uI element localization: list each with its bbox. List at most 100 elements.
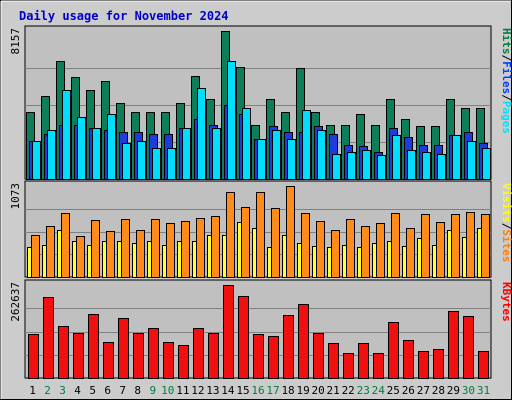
bar-kbytes-day-25 — [388, 322, 399, 379]
x-tick-label: 29 — [447, 384, 460, 397]
bar-sites-day-2 — [46, 226, 55, 278]
x-tick-label: 8 — [134, 384, 141, 397]
bar-sites-day-22 — [346, 219, 355, 278]
bar-kbytes-day-2 — [43, 297, 54, 379]
x-tick-label: 17 — [266, 384, 279, 397]
x-tick-label: 7 — [119, 384, 126, 397]
bar-kbytes-day-23 — [358, 343, 369, 379]
bar-pages-day-26 — [407, 150, 416, 180]
x-tick-label: 6 — [104, 384, 111, 397]
x-tick-label: 25 — [387, 384, 400, 397]
bar-kbytes-day-6 — [103, 342, 114, 379]
x-tick-label: 21 — [327, 384, 340, 397]
bar-pages-day-16 — [257, 139, 266, 180]
bar-pages-day-14 — [227, 61, 236, 180]
bar-pages-day-21 — [332, 154, 341, 180]
bar-pages-day-13 — [212, 128, 221, 180]
y-max-label: 8157 — [9, 28, 22, 55]
bar-sites-day-5 — [91, 220, 100, 278]
bar-sites-day-1 — [31, 235, 40, 278]
x-tick-label: 13 — [206, 384, 219, 397]
x-tick-label: 15 — [236, 384, 249, 397]
bar-pages-day-7 — [122, 143, 131, 180]
bar-kbytes-day-13 — [208, 333, 219, 379]
bar-sites-day-24 — [376, 223, 385, 278]
bar-kbytes-day-15 — [238, 296, 249, 379]
bar-kbytes-day-28 — [433, 349, 444, 379]
bar-kbytes-day-20 — [313, 333, 324, 379]
x-tick-label: 2 — [44, 384, 51, 397]
x-tick-label: 12 — [191, 384, 204, 397]
bar-pages-day-24 — [377, 155, 386, 180]
x-tick-label: 26 — [402, 384, 415, 397]
bar-pages-day-23 — [362, 150, 371, 180]
bar-pages-day-25 — [392, 135, 401, 180]
x-tick-label: 28 — [432, 384, 445, 397]
bar-sites-day-11 — [181, 221, 190, 278]
x-tick-label: 18 — [281, 384, 294, 397]
x-tick-label: 3 — [59, 384, 66, 397]
bar-sites-day-28 — [436, 222, 445, 278]
x-tick-label: 11 — [176, 384, 189, 397]
bar-kbytes-day-26 — [403, 340, 414, 379]
x-tick-label: 14 — [221, 384, 235, 397]
x-tick-label: 16 — [251, 384, 264, 397]
bar-kbytes-day-21 — [328, 343, 339, 379]
bar-pages-day-11 — [182, 128, 191, 180]
bar-pages-day-17 — [272, 130, 281, 180]
bar-kbytes-day-4 — [73, 333, 84, 379]
bar-pages-day-4 — [77, 117, 86, 180]
x-tick-label: 19 — [296, 384, 309, 397]
bar-sites-day-9 — [151, 219, 160, 278]
bar-pages-day-5 — [92, 128, 101, 180]
legend-separator: / — [500, 55, 512, 62]
bar-kbytes-day-10 — [163, 342, 174, 379]
bar-pages-day-8 — [137, 141, 146, 180]
bar-sites-day-16 — [256, 192, 265, 278]
x-tick-label: 1 — [29, 384, 36, 397]
bar-sites-day-3 — [61, 213, 70, 278]
bar-kbytes-day-29 — [448, 311, 459, 379]
bar-kbytes-day-30 — [463, 316, 474, 379]
bar-pages-day-9 — [152, 148, 161, 180]
bar-kbytes-day-11 — [178, 345, 189, 379]
bar-pages-day-6 — [107, 114, 116, 180]
legend-entry-files: Files — [500, 61, 512, 94]
bar-pages-day-27 — [422, 152, 431, 180]
bar-kbytes-day-22 — [343, 353, 354, 379]
bar-pages-day-15 — [242, 108, 251, 180]
bar-pages-day-28 — [437, 154, 446, 180]
legend-entry-hits: Hits — [500, 28, 512, 55]
x-tick-label: 5 — [89, 384, 96, 397]
bar-sites-day-4 — [76, 236, 85, 278]
x-tick-label: 4 — [74, 384, 81, 397]
bar-kbytes-day-17 — [268, 336, 279, 379]
bar-pages-day-3 — [62, 90, 71, 180]
bar-kbytes-day-19 — [298, 304, 309, 379]
bar-pages-day-2 — [47, 130, 56, 180]
x-tick-label: 20 — [312, 384, 325, 397]
bar-kbytes-day-8 — [133, 333, 144, 379]
bar-sites-day-10 — [166, 223, 175, 278]
bar-kbytes-day-3 — [58, 326, 69, 379]
legend: Visits/Sites — [500, 183, 512, 263]
bar-pages-day-1 — [32, 141, 41, 180]
y-max-label: 262637 — [9, 282, 22, 322]
bar-kbytes-day-31 — [478, 351, 489, 379]
legend-entry-sites: Sites — [500, 229, 512, 262]
bar-sites-day-8 — [136, 230, 145, 278]
x-tick-label: 30 — [462, 384, 475, 397]
bar-pages-day-20 — [317, 130, 326, 180]
bar-sites-day-7 — [121, 219, 130, 278]
x-tick-label: 27 — [417, 384, 430, 397]
x-tick-label: 24 — [372, 384, 386, 397]
y-max-label: 1073 — [9, 183, 22, 210]
bar-kbytes-day-5 — [88, 314, 99, 379]
legend: Hits/Files/Pages — [500, 28, 512, 134]
bar-pages-day-10 — [167, 148, 176, 180]
bar-pages-day-18 — [287, 139, 296, 180]
bar-sites-day-21 — [331, 230, 340, 278]
bar-sites-day-12 — [196, 218, 205, 278]
legend-entry-visits: Visits — [500, 183, 512, 223]
